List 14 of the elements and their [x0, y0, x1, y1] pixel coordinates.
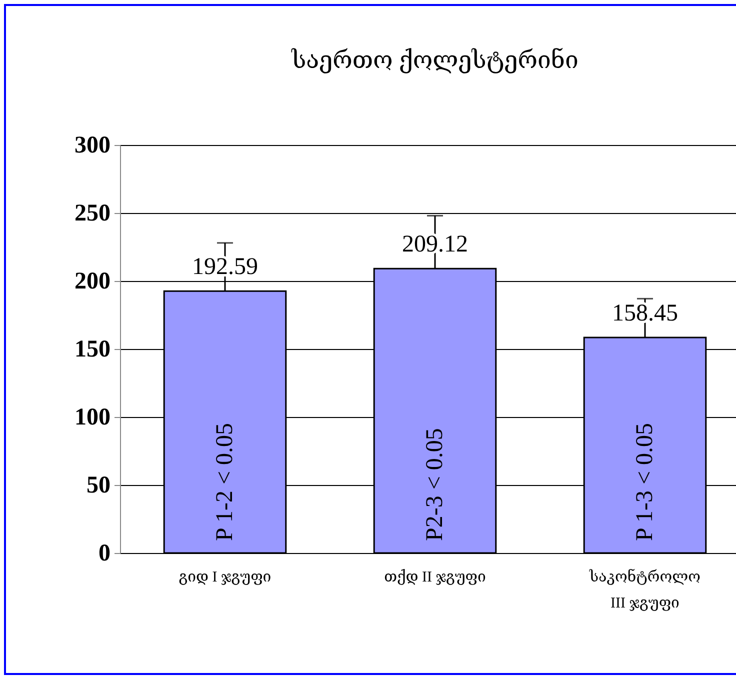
annotation: P 1-2 < 0.05 [212, 423, 238, 541]
annotation: P2-3 < 0.05 [422, 428, 448, 541]
y-tick-label: 150 [74, 336, 110, 362]
x-tick-label: საკონტროლო III ჯგუფი [588, 568, 700, 612]
y-tick-label: 200 [74, 268, 110, 294]
y-tick-label: 250 [74, 200, 110, 226]
y-tick-label: 300 [74, 132, 110, 158]
y-tick-label: 0 [98, 540, 110, 566]
x-tick-label: თქდ II ჯგუფი [384, 568, 486, 586]
chart-title: საერთო ქოლესტერინი [290, 47, 578, 74]
x-tick-label: გიდ I ჯგუფი [178, 570, 272, 586]
y-tick-label: 100 [74, 404, 110, 430]
annotation: P 1-3 < 0.05 [632, 423, 658, 541]
y-tick-label: 50 [86, 472, 110, 498]
